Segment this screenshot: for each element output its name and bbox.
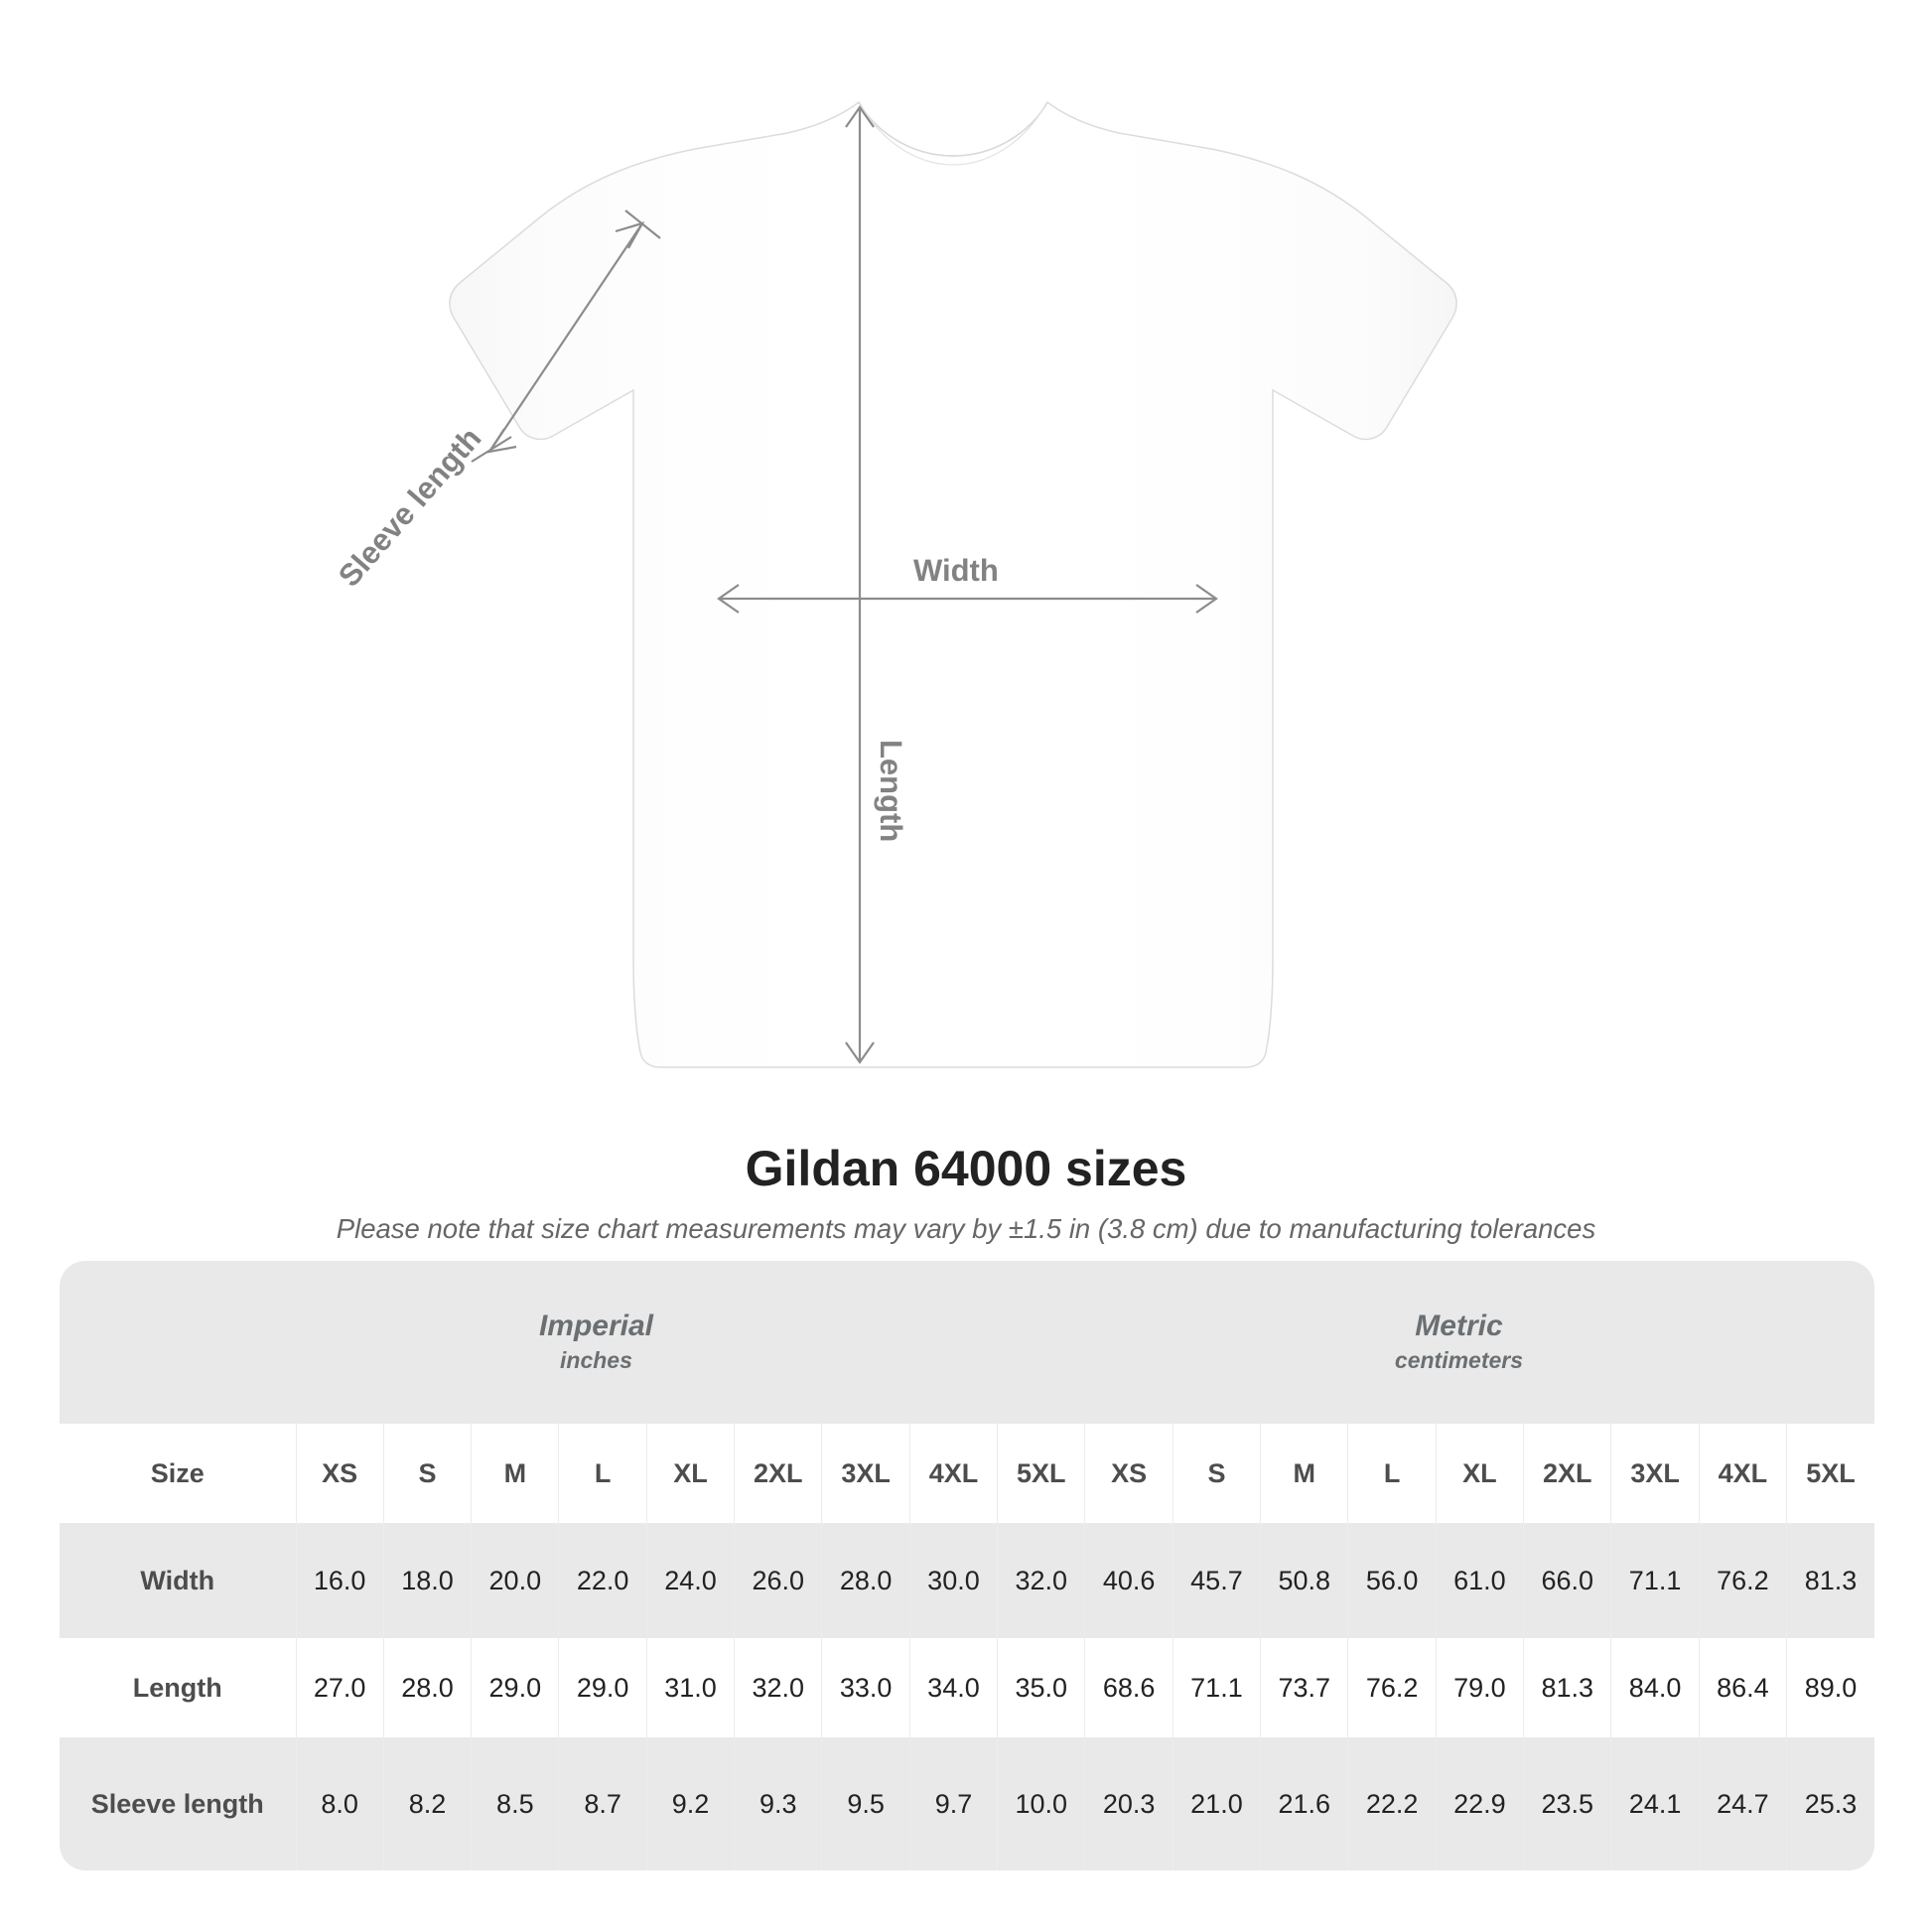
- svg-text:Width: Width: [913, 553, 999, 588]
- svg-text:Length: Length: [874, 740, 908, 842]
- svg-text:Sleeve length: Sleeve length: [332, 421, 488, 594]
